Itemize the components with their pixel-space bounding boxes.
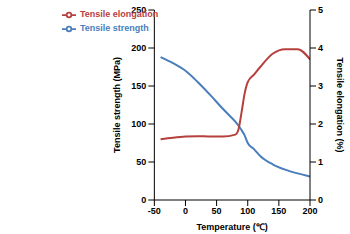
svg-text:0: 0 [141, 195, 146, 205]
svg-text:50: 50 [212, 206, 222, 216]
svg-text:5: 5 [318, 5, 323, 15]
svg-text:200: 200 [131, 43, 146, 53]
svg-text:100: 100 [131, 119, 146, 129]
svg-text:3: 3 [318, 81, 323, 91]
svg-text:2: 2 [318, 119, 323, 129]
svg-text:1: 1 [318, 157, 323, 167]
svg-text:0: 0 [183, 206, 188, 216]
svg-text:0: 0 [318, 195, 323, 205]
svg-text:-50: -50 [148, 206, 161, 216]
svg-text:250: 250 [131, 5, 146, 15]
svg-text:4: 4 [318, 43, 323, 53]
svg-text:Tensile strength (MPa): Tensile strength (MPa) [112, 57, 122, 153]
svg-text:100: 100 [240, 206, 255, 216]
svg-text:200: 200 [302, 206, 317, 216]
svg-text:150: 150 [131, 81, 146, 91]
svg-text:Tensile elongation (%): Tensile elongation (%) [335, 58, 342, 153]
svg-text:Temperature (℃): Temperature (℃) [196, 222, 267, 232]
svg-text:150: 150 [271, 206, 286, 216]
svg-text:50: 50 [136, 157, 146, 167]
